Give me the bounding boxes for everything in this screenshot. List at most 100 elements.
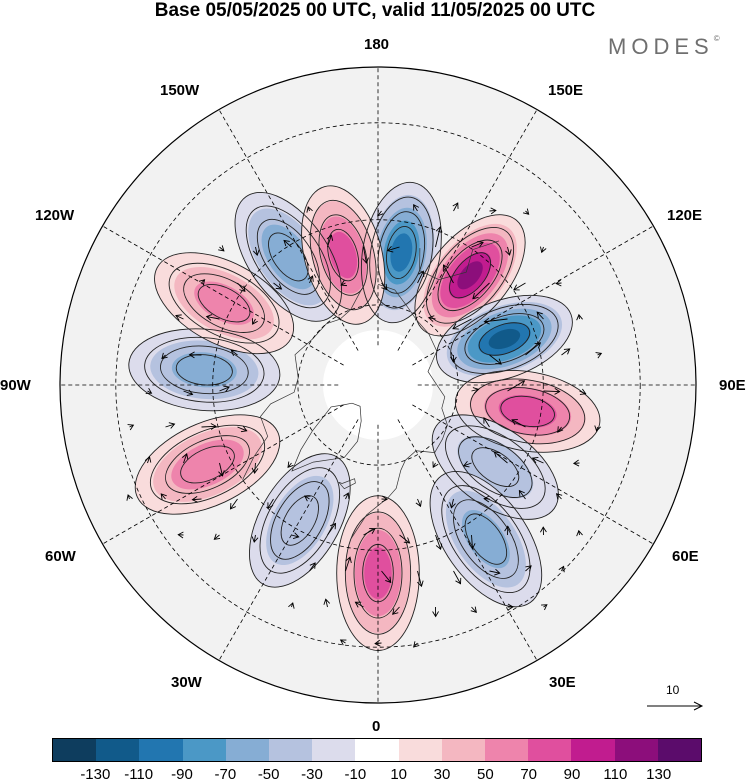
wind-arrow xyxy=(145,387,153,394)
wind-arrow-head xyxy=(218,245,225,252)
wind-arrow-head xyxy=(339,639,347,646)
wind-arrow-shaft xyxy=(450,498,454,508)
wind-arrow xyxy=(413,203,420,212)
contour-line xyxy=(435,294,573,384)
anomaly-cell xyxy=(429,471,542,607)
modes-brand-logo: MODES© xyxy=(608,34,720,60)
lon-label-150w: 150W xyxy=(160,82,200,99)
lon-label-180: 180 xyxy=(364,36,390,53)
colorbar-label: -130 xyxy=(80,766,111,783)
wind-arrow-head xyxy=(554,388,561,395)
wind-arrow-head xyxy=(177,531,184,539)
wind-arrow-head xyxy=(442,264,449,271)
wind-arrow-head xyxy=(307,275,314,282)
contour-group xyxy=(360,181,442,324)
wind-arrow-head xyxy=(223,385,230,392)
contour-line xyxy=(268,232,309,282)
contour-line xyxy=(386,225,417,280)
wind-arrow-shaft xyxy=(387,246,400,252)
wind-arrow-shaft xyxy=(219,246,225,252)
meridian-line xyxy=(92,219,344,366)
wind-arrow xyxy=(354,601,364,608)
wind-arrow xyxy=(453,570,462,585)
wind-arrow-shaft xyxy=(253,534,256,543)
wind-arrow-head xyxy=(251,467,259,475)
contour-line xyxy=(318,214,368,296)
colorbar-segment xyxy=(96,739,140,761)
lon-label-0: 0 xyxy=(372,718,381,735)
wind-arrow-shaft xyxy=(507,246,511,256)
wind-arrow xyxy=(541,604,548,611)
wind-arrow-head xyxy=(555,279,562,287)
wind-arrow xyxy=(237,282,246,293)
wind-arrow xyxy=(201,423,217,430)
wind-arrow-shaft xyxy=(345,557,351,572)
wind-arrow-head xyxy=(144,456,152,463)
wind-arrow-shaft xyxy=(525,342,541,356)
wind-arrow xyxy=(177,531,184,539)
wind-arrow-shaft xyxy=(252,318,256,325)
wind-arrow xyxy=(576,313,583,321)
wind-arrow-head xyxy=(494,568,501,576)
wind-arrow-shaft xyxy=(327,235,332,248)
wind-arrow xyxy=(543,388,561,395)
colorbar-segment xyxy=(312,739,356,761)
wind-arrow xyxy=(462,460,472,468)
iceland-coast xyxy=(338,478,356,490)
contour-line xyxy=(353,527,403,619)
contour-line xyxy=(470,378,586,445)
contour-line xyxy=(245,205,331,309)
wind-arrow-shaft xyxy=(453,202,459,212)
greenland-coast xyxy=(291,402,362,472)
wind-arrow-head xyxy=(252,249,260,257)
wind-arrow-head xyxy=(160,493,167,500)
copyright-mark: © xyxy=(713,34,720,43)
contour-line xyxy=(478,322,531,356)
wind-arrow-shaft xyxy=(413,204,418,212)
wind-arrow-head xyxy=(595,352,603,359)
contour-group xyxy=(134,414,281,515)
wind-arrow-head xyxy=(283,239,290,247)
wind-arrow xyxy=(377,210,384,217)
wind-arrow-shaft xyxy=(267,498,274,509)
wind-arrow-shaft xyxy=(453,570,461,584)
wind-arrow-shaft xyxy=(399,534,410,544)
contour-line xyxy=(444,425,546,509)
wind-arrow xyxy=(507,603,514,611)
colorbar-label: 90 xyxy=(563,766,581,783)
wind-arrow-shaft xyxy=(381,282,388,291)
wind-arrow-shaft xyxy=(511,419,526,428)
contour-line xyxy=(485,387,571,436)
arctic-neutral-area xyxy=(323,330,433,440)
wind-arrow-head xyxy=(511,419,518,426)
wind-arrow-head xyxy=(267,502,274,509)
wind-arrow-head xyxy=(540,526,547,533)
wind-arrow xyxy=(161,352,168,360)
wind-arrow xyxy=(237,425,248,433)
wind-arrow-head xyxy=(470,606,477,613)
anomaly-band xyxy=(261,224,316,290)
wind-arrow xyxy=(452,318,472,330)
wind-arrow-head xyxy=(427,315,435,322)
wind-arrow xyxy=(327,522,337,536)
wind-arrow-shaft xyxy=(345,492,349,500)
anomaly-band xyxy=(171,352,237,388)
wind-arrow xyxy=(183,389,194,396)
wind-arrow xyxy=(471,240,484,248)
wind-arrow-shaft xyxy=(219,462,223,476)
wind-arrow-head xyxy=(432,461,439,469)
wind-arrow-head xyxy=(432,611,439,618)
contour-line xyxy=(464,313,545,365)
wind-arrow-shaft xyxy=(435,534,442,550)
latitude-circle xyxy=(297,304,459,466)
lon-label-120w: 120W xyxy=(35,207,75,224)
reference-vector-label: 10 xyxy=(666,683,680,697)
wind-arrow xyxy=(392,606,400,615)
lon-label-150e: 150E xyxy=(548,82,584,99)
wind-arrow-head xyxy=(450,356,457,363)
wind-arrow xyxy=(363,528,376,536)
wind-arrow xyxy=(326,234,334,248)
contour-group xyxy=(431,414,559,520)
contour-line xyxy=(471,447,520,487)
wind-arrow xyxy=(304,495,311,502)
